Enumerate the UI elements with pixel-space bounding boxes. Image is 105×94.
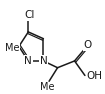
Text: OH: OH (87, 71, 103, 81)
Text: Me: Me (5, 43, 19, 53)
Text: O: O (84, 40, 92, 50)
Text: Cl: Cl (24, 10, 34, 20)
Text: N: N (39, 56, 47, 66)
Text: Me: Me (40, 82, 54, 92)
Text: N: N (24, 56, 32, 66)
